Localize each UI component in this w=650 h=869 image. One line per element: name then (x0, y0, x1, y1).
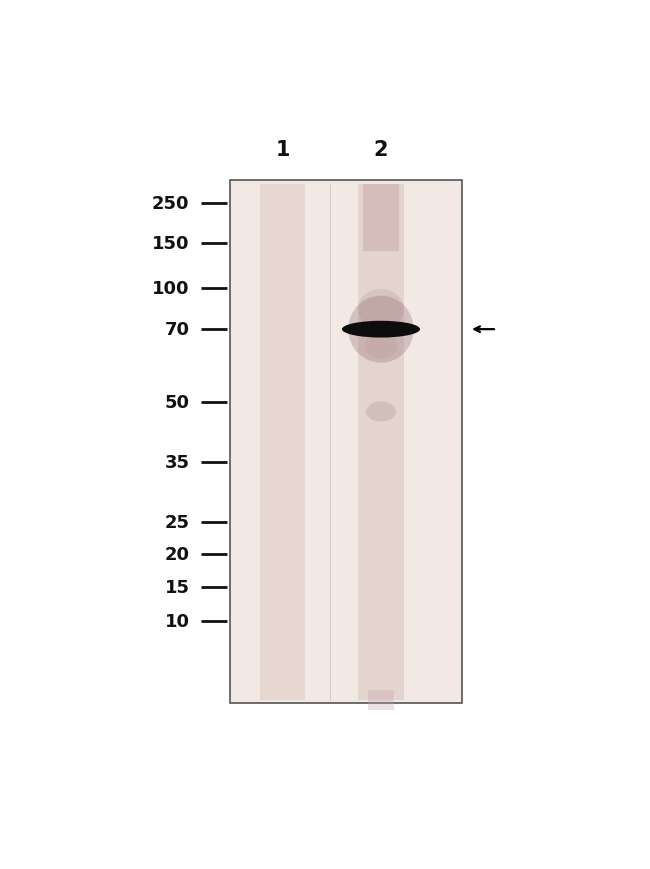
Text: 10: 10 (164, 613, 190, 631)
Text: 15: 15 (164, 579, 190, 596)
Text: 25: 25 (164, 514, 190, 532)
Text: 250: 250 (152, 195, 190, 212)
Text: 150: 150 (152, 235, 190, 253)
Text: 1: 1 (276, 140, 290, 160)
Ellipse shape (342, 322, 420, 338)
Ellipse shape (348, 296, 413, 363)
Text: 50: 50 (164, 393, 190, 411)
Text: 35: 35 (164, 454, 190, 471)
Ellipse shape (366, 402, 396, 422)
Bar (230, 182, 462, 703)
Ellipse shape (365, 333, 397, 359)
Ellipse shape (358, 289, 404, 329)
Bar (358, 184, 404, 700)
Text: 20: 20 (164, 546, 190, 564)
Text: 2: 2 (374, 140, 388, 160)
Bar (369, 690, 393, 710)
Text: 70: 70 (164, 321, 190, 339)
Text: 100: 100 (152, 279, 190, 297)
Bar (260, 184, 306, 700)
Bar (363, 184, 398, 251)
